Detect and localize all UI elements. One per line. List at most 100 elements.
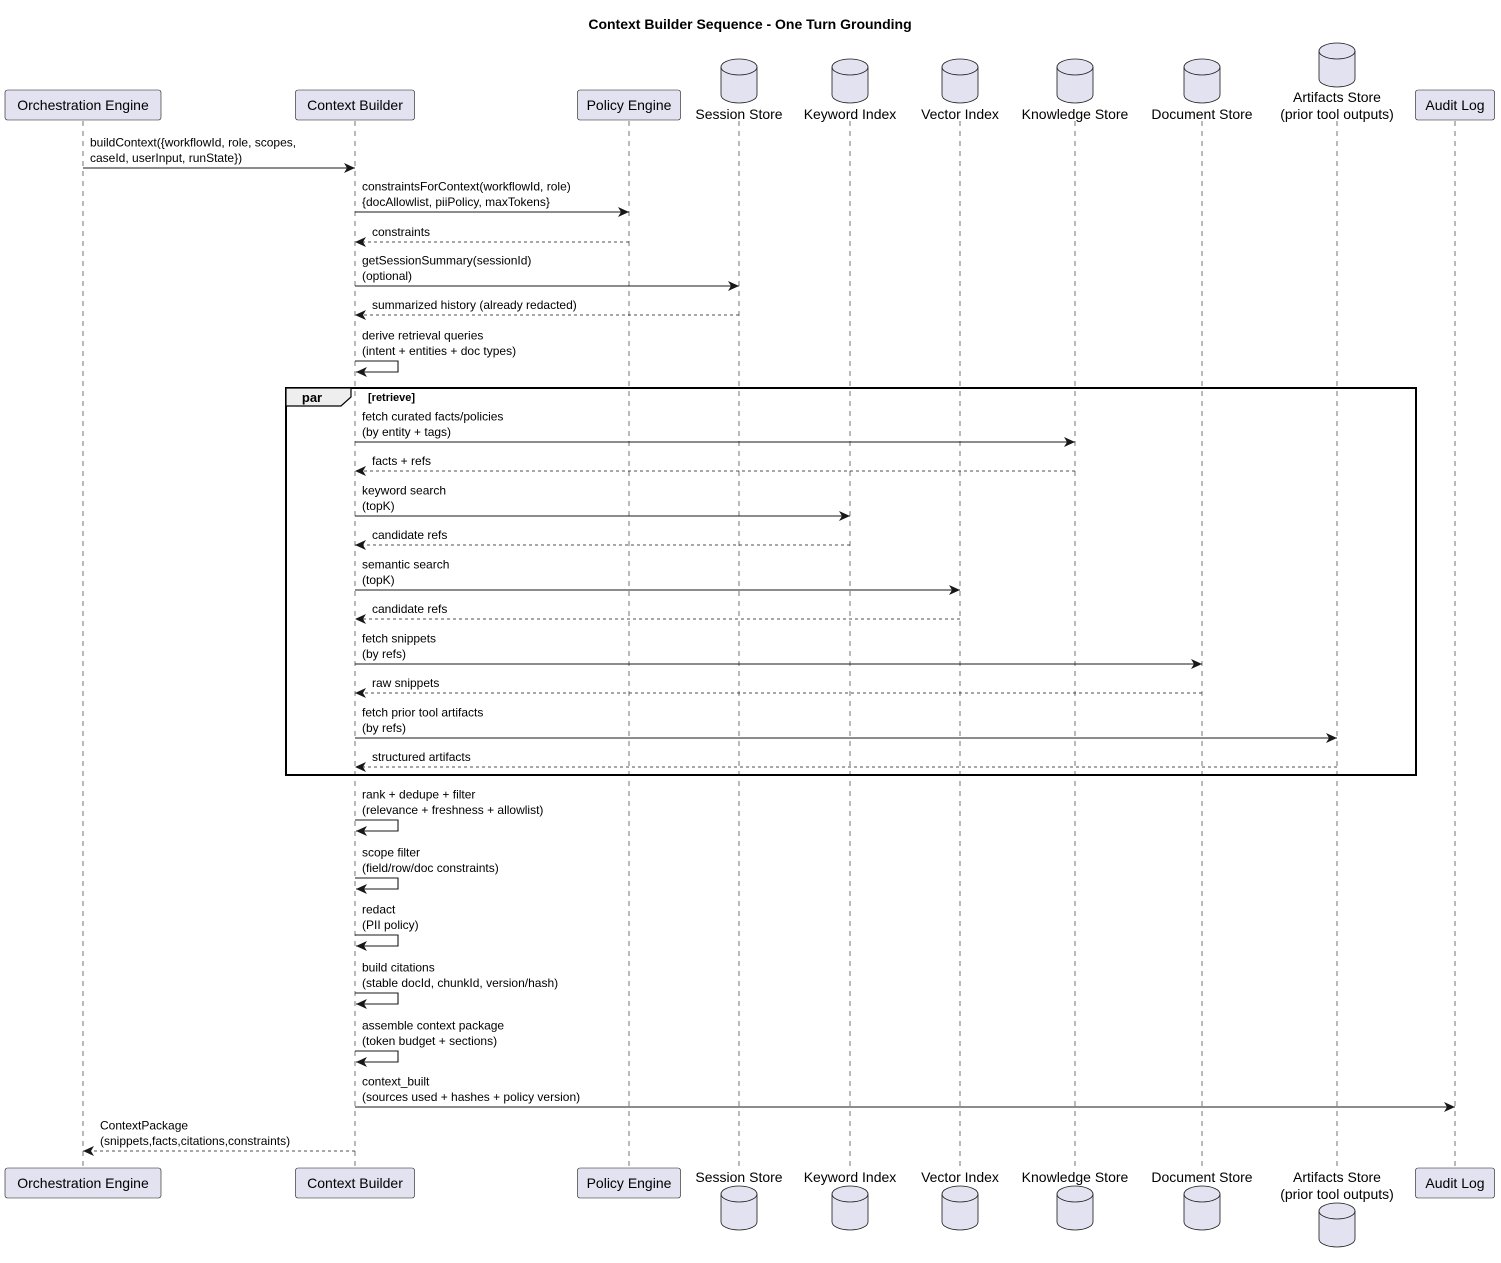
message-13-label-line-2: (by refs) — [362, 647, 406, 661]
participant-vi-db-bottom-body — [941, 1194, 979, 1231]
par-frame-tab — [285, 387, 352, 407]
participant-pe-box — [577, 89, 681, 121]
message-16-label-line-1: structured artifacts — [372, 750, 471, 764]
participant-ds-db-bottom-top — [1183, 1185, 1221, 1203]
message-6-label-line-1: derive retrieval queries — [362, 329, 483, 343]
participant-ss-db-top-body — [720, 67, 758, 104]
participant-ki-db-bottom-body — [831, 1194, 869, 1231]
participant-ds-label: Document Store — [1151, 106, 1252, 122]
participant-orch-label: Orchestration Engine — [17, 1175, 149, 1191]
message-7-label-line-1: fetch curated facts/policies — [362, 410, 503, 424]
message-5: summarized history (already redacted) — [355, 298, 739, 320]
message-8: facts + refs — [355, 454, 1075, 476]
diagram-title: Context Builder Sequence - One Turn Grou… — [588, 16, 911, 32]
participant-ds-db-bottom-body — [1183, 1194, 1221, 1231]
message-21-label-line-1: assemble context package — [362, 1019, 504, 1033]
par-fragment: par [retrieve] — [285, 387, 1417, 776]
message-2-label-line-2: {docAllowlist, piiPolicy, maxTokens} — [362, 195, 550, 209]
message-22: context_built(sources used + hashes + po… — [355, 1075, 1455, 1112]
participant-ss-label: Session Store — [695, 1169, 782, 1185]
message-13: fetch snippets(by refs) — [355, 632, 1202, 669]
participant-ki-db-bottom-top — [831, 1185, 869, 1203]
participant-ki-db-top-top — [831, 58, 869, 76]
message-15-label-line-2: (by refs) — [362, 721, 406, 735]
message-16: structured artifacts — [355, 750, 1337, 772]
participant-orch-box — [4, 89, 162, 121]
participant-as-label: Artifacts Store — [1293, 1169, 1381, 1185]
message-20-label-line-2: (stable docId, chunkId, version/hash) — [362, 976, 558, 990]
participant-ks-db-top-body — [1056, 67, 1094, 104]
participant-ki-label: Keyword Index — [804, 1169, 897, 1185]
message-17-label-line-1: rank + dedupe + filter — [362, 788, 475, 802]
participant-cb-label: Context Builder — [307, 1175, 403, 1191]
message-18: scope filter(field/row/doc constraints) — [355, 846, 499, 894]
participant-ss-label: Session Store — [695, 106, 782, 122]
participant-cb-label: Context Builder — [307, 97, 403, 113]
message-19-label-line-1: redact — [362, 903, 396, 917]
participants-top: Orchestration Engine Context Builder Polic… — [4, 42, 1495, 122]
participant-ss-db-bottom-body — [720, 1194, 758, 1231]
message-18-label-line-2: (field/row/doc constraints) — [362, 861, 499, 875]
message-22-label-line-2: (sources used + hashes + policy version) — [362, 1090, 580, 1104]
message-4: getSessionSummary(sessionId)(optional) — [355, 254, 739, 291]
message-12-label-line-1: candidate refs — [372, 602, 447, 616]
participant-ks-db-top-top — [1056, 58, 1094, 76]
par-condition: [retrieve] — [368, 392, 415, 404]
message-6-label-line-2: (intent + entities + doc types) — [362, 344, 516, 358]
participant-ks-label: Knowledge Store — [1022, 1169, 1129, 1185]
message-23-label-line-1: ContextPackage — [100, 1119, 188, 1133]
participant-as-label2: (prior tool outputs) — [1280, 1186, 1394, 1202]
participant-pe-box — [577, 1167, 681, 1199]
message-15: fetch prior tool artifacts(by refs) — [355, 706, 1337, 743]
message-18-arrow — [355, 877, 399, 894]
message-8-label-line-1: facts + refs — [372, 454, 431, 468]
participant-as-label2: (prior tool outputs) — [1280, 106, 1394, 122]
participant-ss-db-bottom-top — [720, 1185, 758, 1203]
message-6-arrow — [355, 360, 399, 377]
participant-ki-label: Keyword Index — [804, 106, 897, 122]
participants-bottom: Orchestration Engine Context Builder Polic… — [4, 1167, 1495, 1248]
participant-al-box — [1415, 89, 1495, 121]
message-11: semantic search(topK) — [355, 558, 960, 595]
participant-vi-db-top-body — [941, 67, 979, 104]
participant-al-box — [1415, 1167, 1495, 1199]
message-20: build citations(stable docId, chunkId, v… — [355, 961, 558, 1009]
message-7: fetch curated facts/policies(by entity +… — [355, 410, 1075, 447]
message-20-label-line-1: build citations — [362, 961, 435, 975]
message-12: candidate refs — [355, 602, 960, 624]
message-19-label-line-2: (PII policy) — [362, 918, 419, 932]
participant-vi-db-top-top — [941, 58, 979, 76]
participant-as-db-top-top — [1318, 42, 1356, 60]
message-13-label-line-1: fetch snippets — [362, 632, 436, 646]
message-10: candidate refs — [355, 528, 850, 550]
message-1: buildContext({workflowId, role, scopes,c… — [83, 136, 355, 173]
message-23-label-line-2: (snippets,facts,citations,constraints) — [100, 1134, 290, 1148]
participant-as-db-bottom-body — [1318, 1211, 1356, 1248]
par-keyword: par — [302, 390, 322, 405]
message-9-label-line-1: keyword search — [362, 484, 446, 498]
participant-ks-label: Knowledge Store — [1022, 106, 1129, 122]
message-1-label-line-2: caseId, userInput, runState}) — [90, 151, 242, 165]
message-9: keyword search(topK) — [355, 484, 850, 521]
participant-ds-db-top-top — [1183, 58, 1221, 76]
participant-vi-db-bottom-top — [941, 1185, 979, 1203]
message-21-arrow — [355, 1050, 399, 1067]
message-23: ContextPackage(snippets,facts,citations,… — [83, 1119, 355, 1156]
message-21: assemble context package(token budget + … — [355, 1019, 504, 1067]
message-6: derive retrieval queries(intent + entiti… — [355, 329, 516, 377]
message-3: constraints — [355, 225, 629, 247]
message-10-label-line-1: candidate refs — [372, 528, 447, 542]
message-14: raw snippets — [355, 676, 1202, 698]
message-17-arrow — [355, 819, 399, 836]
message-21-label-line-2: (token budget + sections) — [362, 1034, 497, 1048]
message-19: redact(PII policy) — [355, 903, 419, 951]
message-19-arrow — [355, 934, 399, 951]
participant-al-label: Audit Log — [1425, 1175, 1484, 1191]
message-7-label-line-2: (by entity + tags) — [362, 425, 451, 439]
participant-cb-box — [295, 89, 415, 121]
message-11-label-line-1: semantic search — [362, 558, 449, 572]
message-14-label-line-1: raw snippets — [372, 676, 439, 690]
participant-ks-db-bottom-body — [1056, 1194, 1094, 1231]
message-3-label-line-1: constraints — [372, 225, 430, 239]
